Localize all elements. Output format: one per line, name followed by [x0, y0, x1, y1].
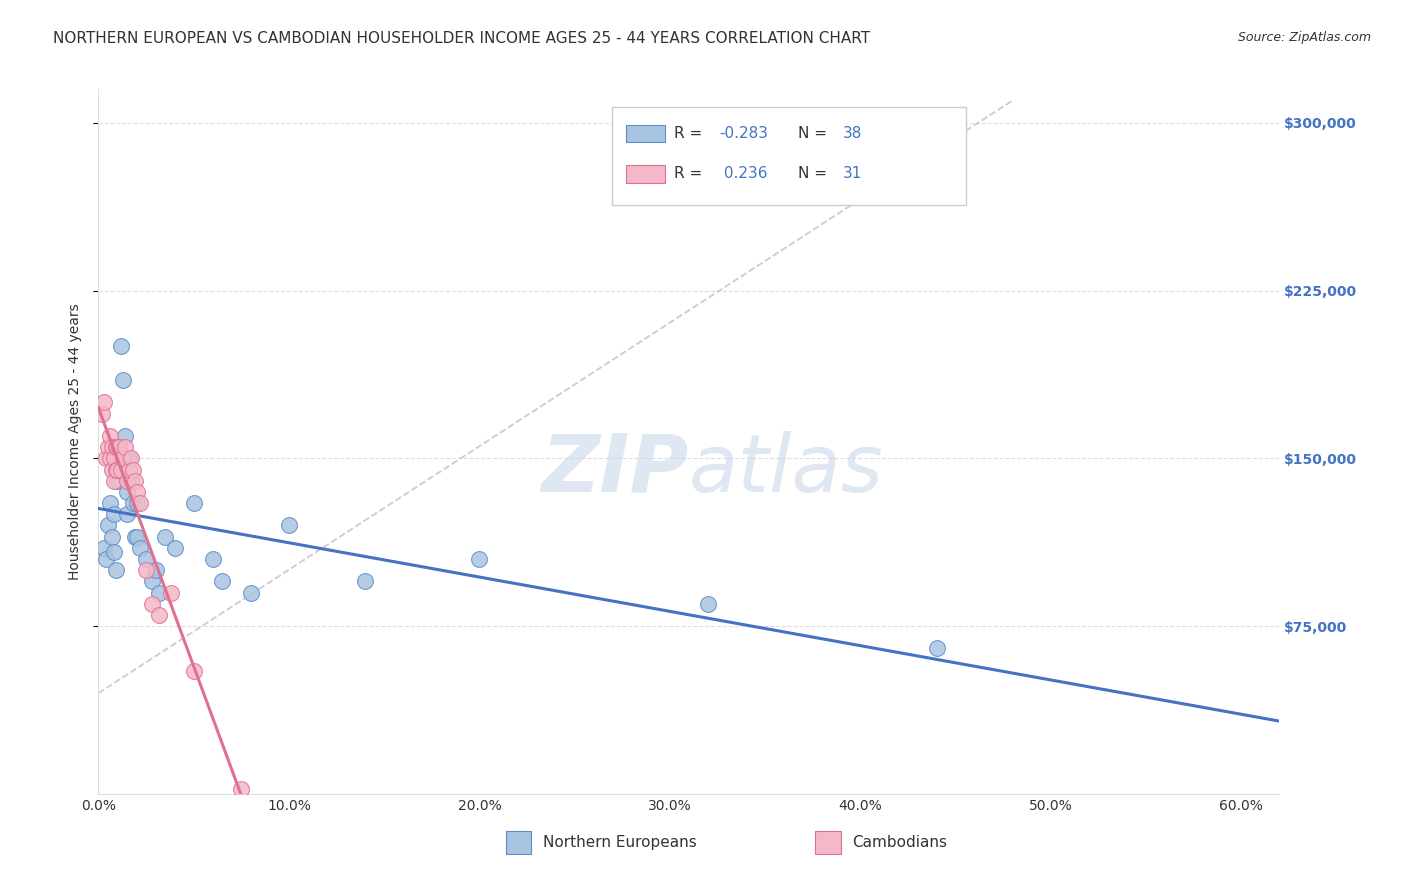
Point: [125, 496, 148, 510]
FancyBboxPatch shape: [626, 125, 665, 143]
Point: [103, 508, 125, 522]
Point: [129, 496, 152, 510]
Point: [107, 474, 129, 488]
Point: [354, 574, 377, 589]
Text: R =: R =: [675, 126, 707, 141]
Text: N =: N =: [799, 166, 832, 181]
Point: [183, 664, 205, 678]
Point: [98, 496, 121, 510]
Point: [97, 440, 120, 454]
Point: [124, 530, 146, 544]
Point: [468, 552, 491, 566]
Point: [118, 462, 141, 476]
Text: 0.236: 0.236: [718, 166, 768, 181]
Point: [104, 563, 127, 577]
Point: [141, 574, 163, 589]
FancyBboxPatch shape: [626, 165, 665, 183]
Point: [94, 552, 117, 566]
Point: [107, 440, 129, 454]
Point: [125, 484, 148, 499]
Point: [697, 597, 720, 611]
Point: [100, 530, 122, 544]
Text: 38: 38: [844, 126, 862, 141]
Text: Cambodians: Cambodians: [852, 836, 948, 850]
Point: [103, 474, 125, 488]
Point: [107, 462, 129, 476]
Point: [104, 462, 127, 476]
Point: [159, 585, 181, 599]
Point: [108, 440, 131, 454]
Point: [153, 530, 176, 544]
Point: [112, 373, 135, 387]
Point: [110, 462, 132, 476]
Text: atlas: atlas: [689, 431, 884, 508]
Text: Source: ZipAtlas.com: Source: ZipAtlas.com: [1237, 31, 1371, 45]
Point: [183, 496, 205, 510]
Point: [112, 451, 135, 466]
Point: [211, 574, 233, 589]
Text: 31: 31: [844, 166, 862, 181]
Point: [115, 508, 138, 522]
Y-axis label: Householder Income Ages 25 - 44 years: Householder Income Ages 25 - 44 years: [69, 303, 83, 580]
Point: [121, 496, 143, 510]
Point: [103, 545, 125, 559]
Point: [114, 429, 136, 443]
Text: Northern Europeans: Northern Europeans: [543, 836, 696, 850]
Point: [91, 407, 114, 421]
Point: [145, 563, 167, 577]
Point: [163, 541, 186, 555]
Point: [120, 451, 142, 466]
Point: [231, 782, 253, 797]
Text: R =: R =: [675, 166, 707, 181]
FancyBboxPatch shape: [612, 107, 966, 205]
Point: [103, 451, 125, 466]
Point: [104, 440, 127, 454]
Point: [100, 462, 122, 476]
Point: [121, 462, 143, 476]
Point: [277, 518, 299, 533]
Point: [925, 641, 948, 656]
Point: [98, 451, 121, 466]
Point: [135, 552, 157, 566]
Point: [114, 440, 136, 454]
Point: [148, 585, 170, 599]
Text: ZIP: ZIP: [541, 431, 689, 508]
Point: [107, 462, 129, 476]
Text: N =: N =: [799, 126, 832, 141]
Point: [94, 451, 117, 466]
Point: [124, 474, 146, 488]
Text: NORTHERN EUROPEAN VS CAMBODIAN HOUSEHOLDER INCOME AGES 25 - 44 YEARS CORRELATION: NORTHERN EUROPEAN VS CAMBODIAN HOUSEHOLD…: [53, 31, 870, 46]
Point: [97, 518, 120, 533]
Point: [118, 451, 141, 466]
Point: [239, 585, 262, 599]
Point: [93, 395, 115, 409]
Point: [148, 607, 170, 622]
Point: [129, 541, 152, 555]
Point: [135, 563, 157, 577]
Point: [93, 541, 115, 555]
Point: [141, 597, 163, 611]
Point: [125, 530, 148, 544]
Point: [201, 552, 224, 566]
Point: [115, 484, 138, 499]
Text: -0.283: -0.283: [718, 126, 768, 141]
Point: [100, 440, 122, 454]
Point: [120, 474, 142, 488]
Point: [110, 339, 132, 353]
Point: [107, 440, 129, 454]
Point: [98, 429, 121, 443]
Point: [115, 474, 138, 488]
